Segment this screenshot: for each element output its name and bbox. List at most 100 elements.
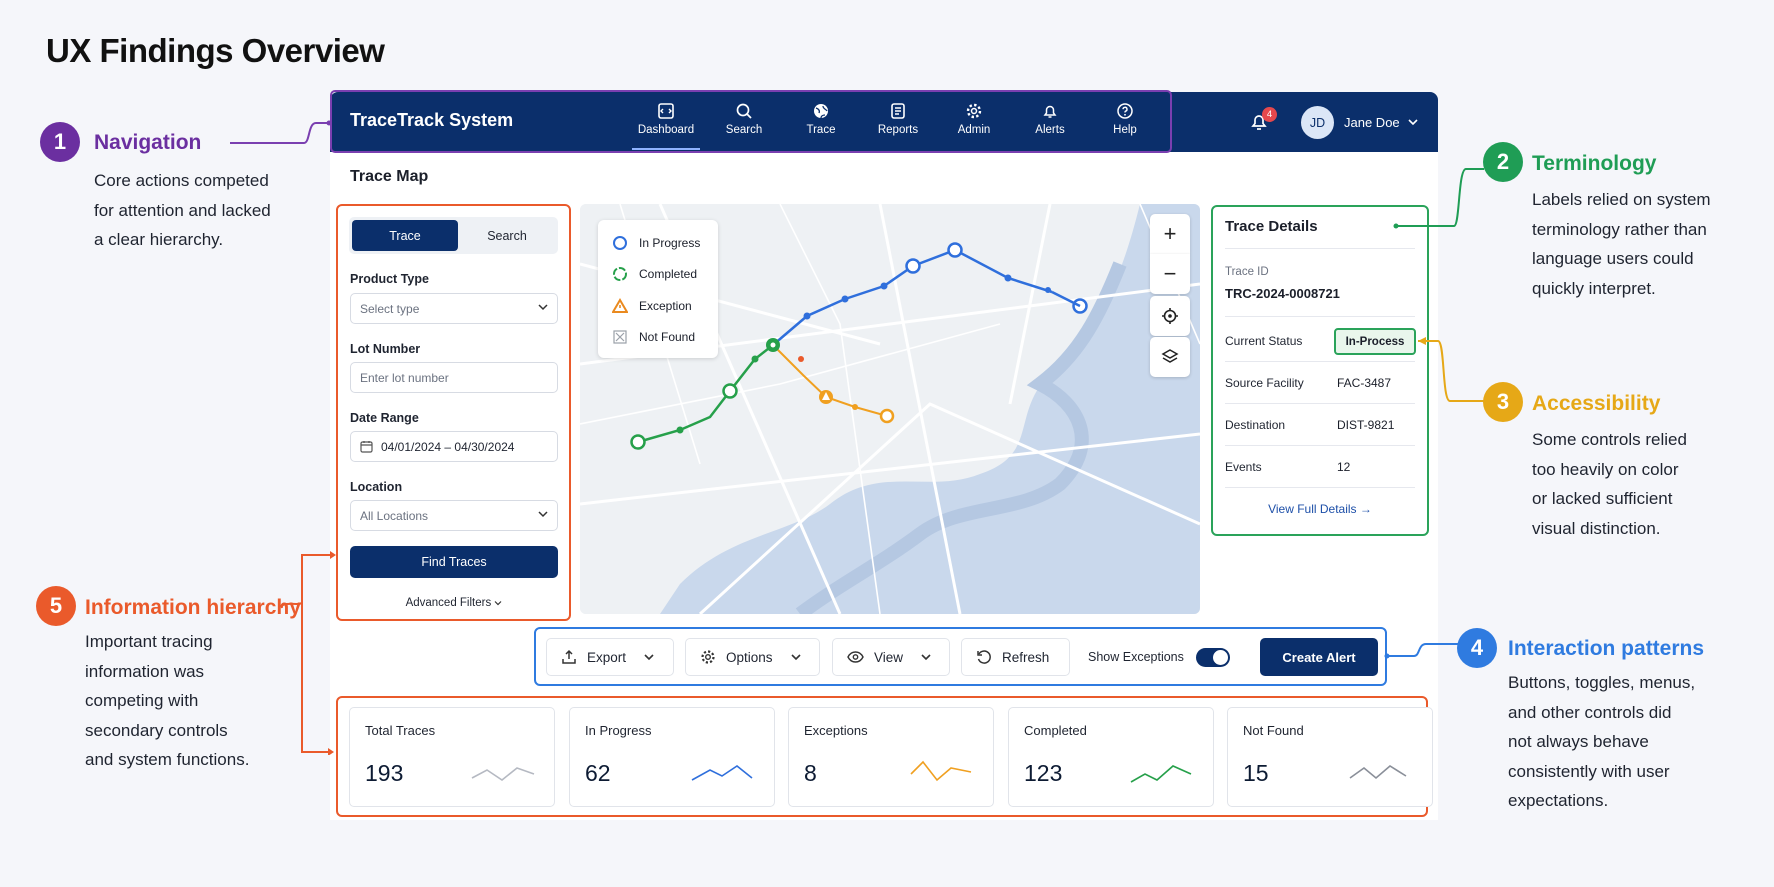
lot-number-placeholder: Enter lot number — [360, 370, 449, 385]
product-type-select[interactable]: Select type — [350, 293, 558, 324]
chevron-down-icon[interactable] — [1408, 118, 1418, 126]
finding-2-number: 2 — [1483, 142, 1523, 182]
help-icon — [1117, 103, 1133, 119]
navigation-connector — [230, 120, 332, 144]
finding-1-number: 1 — [40, 122, 80, 162]
finding-2-title: Terminology — [1532, 152, 1657, 175]
arrow-right-icon: → — [1359, 502, 1372, 516]
location-select[interactable]: All Locations — [350, 500, 558, 531]
legend-not-found: Not Found — [612, 329, 695, 345]
stat-value: 62 — [585, 760, 611, 786]
detail-row-status: Current Status — [1225, 320, 1415, 362]
lot-number-input[interactable]: Enter lot number — [350, 362, 558, 393]
nav-help[interactable]: Help — [1087, 100, 1163, 150]
stat-value: 193 — [365, 760, 404, 786]
detail-row-destination: Destination DIST-9821 — [1225, 404, 1415, 446]
stat-card[interactable]: Total Traces 193 — [349, 707, 555, 807]
zoom-in-button[interactable]: + — [1150, 214, 1190, 254]
trace-id-value: TRC-2024-0008721 — [1225, 286, 1340, 301]
nav-reports[interactable]: Reports — [860, 100, 936, 150]
finding-3-title: Accessibility — [1532, 392, 1661, 415]
location-label: Location — [350, 480, 403, 494]
find-traces-button[interactable]: Find Traces — [350, 546, 558, 578]
stat-title: Exceptions — [804, 723, 868, 738]
eye-icon — [847, 651, 864, 663]
notification-count-badge: 4 — [1262, 107, 1277, 122]
divider — [1225, 316, 1415, 317]
bell-icon — [1251, 115, 1267, 130]
nav-trace[interactable]: Trace — [783, 100, 859, 150]
finding-1-body: Core actions competed for attention and l… — [94, 171, 271, 249]
nav-dashboard[interactable]: Dashboard — [628, 100, 704, 150]
date-range-value: 04/01/2024 – 04/30/2024 — [381, 439, 515, 454]
date-range-label: Date Range — [350, 411, 419, 425]
bell-icon — [1043, 105, 1057, 118]
chevron-down-icon — [921, 654, 931, 661]
nav-search[interactable]: Search — [706, 100, 782, 150]
information-hierarchy-connector — [281, 551, 336, 755]
globe-icon — [814, 104, 828, 119]
sparkline-icon — [691, 765, 753, 781]
locate-button[interactable] — [1150, 296, 1190, 336]
completed-icon — [613, 267, 627, 281]
layers-icon — [1161, 349, 1179, 363]
refresh-button[interactable]: Refresh — [961, 638, 1070, 676]
gear-icon — [701, 650, 715, 664]
nav-search-label: Search — [725, 124, 763, 136]
nav-trace-label: Trace — [806, 124, 836, 136]
crosshair-icon — [1162, 308, 1178, 324]
show-exceptions-label: Show Exceptions — [1088, 650, 1184, 664]
stat-card[interactable]: Completed 123 — [1008, 707, 1214, 807]
refresh-icon — [977, 650, 991, 664]
view-full-details-link[interactable]: View Full Details → — [1225, 502, 1415, 516]
export-button[interactable]: Export — [546, 638, 674, 676]
toolbar — [534, 627, 1387, 686]
finding-2-body: Labels relied on system terminology rathe… — [1532, 190, 1711, 298]
stat-card[interactable]: Not Found 15 — [1227, 707, 1433, 807]
date-range-input[interactable]: 04/01/2024 – 04/30/2024 — [350, 431, 558, 462]
options-button[interactable]: Options — [685, 638, 820, 676]
layers-button[interactable] — [1150, 337, 1190, 377]
nav-alerts[interactable]: Alerts — [1012, 100, 1088, 150]
finding-5-number: 5 — [36, 586, 76, 626]
lot-number-label: Lot Number — [350, 342, 421, 356]
stat-card[interactable]: In Progress 62 — [569, 707, 775, 807]
detail-key: Events — [1225, 459, 1262, 474]
nav-help-label: Help — [1113, 124, 1137, 136]
trace-map[interactable] — [580, 204, 1200, 614]
view-button[interactable]: View — [832, 638, 950, 676]
chevron-down-icon — [790, 654, 801, 661]
search-icon — [736, 103, 752, 119]
legend-label: In Progress — [639, 236, 701, 250]
top-nav-bar — [330, 92, 1438, 152]
in-progress-icon — [613, 236, 627, 250]
detail-value: 12 — [1337, 459, 1351, 474]
callout-connectors — [1393, 168, 1484, 402]
divider — [1225, 248, 1415, 249]
nav-admin[interactable]: Admin — [936, 100, 1012, 150]
advanced-filters-link[interactable]: Advanced Filters — [350, 597, 558, 609]
nav-reports-label: Reports — [877, 124, 919, 136]
trace-details-title: Trace Details — [1225, 218, 1318, 235]
create-alert-button[interactable]: Create Alert — [1260, 638, 1378, 676]
stat-value: 15 — [1243, 760, 1269, 786]
user-name[interactable]: Jane Doe — [1344, 115, 1400, 130]
tab-search[interactable]: Search — [487, 228, 527, 243]
stat-title: Total Traces — [365, 723, 436, 738]
finding-4-title: Interaction patterns — [1508, 637, 1705, 660]
reports-icon — [891, 103, 905, 119]
legend-exception: Exception — [612, 298, 692, 314]
finding-1-title: Navigation — [94, 131, 202, 154]
avatar[interactable]: JD — [1301, 106, 1334, 139]
trace-id-label: Trace ID — [1225, 266, 1269, 278]
show-exceptions-toggle[interactable] — [1196, 648, 1230, 667]
notifications-button[interactable] — [1248, 110, 1270, 137]
stat-title: Completed — [1024, 723, 1087, 738]
zoom-out-button[interactable]: − — [1150, 254, 1190, 294]
app-brand[interactable]: TraceTrack System — [350, 110, 514, 130]
stat-card[interactable]: Exceptions 8 — [788, 707, 994, 807]
gear-icon — [966, 103, 982, 119]
finding-4-number: 4 — [1457, 628, 1497, 668]
tab-trace[interactable]: Trace — [352, 220, 458, 251]
product-type-value: Select type — [360, 301, 420, 316]
